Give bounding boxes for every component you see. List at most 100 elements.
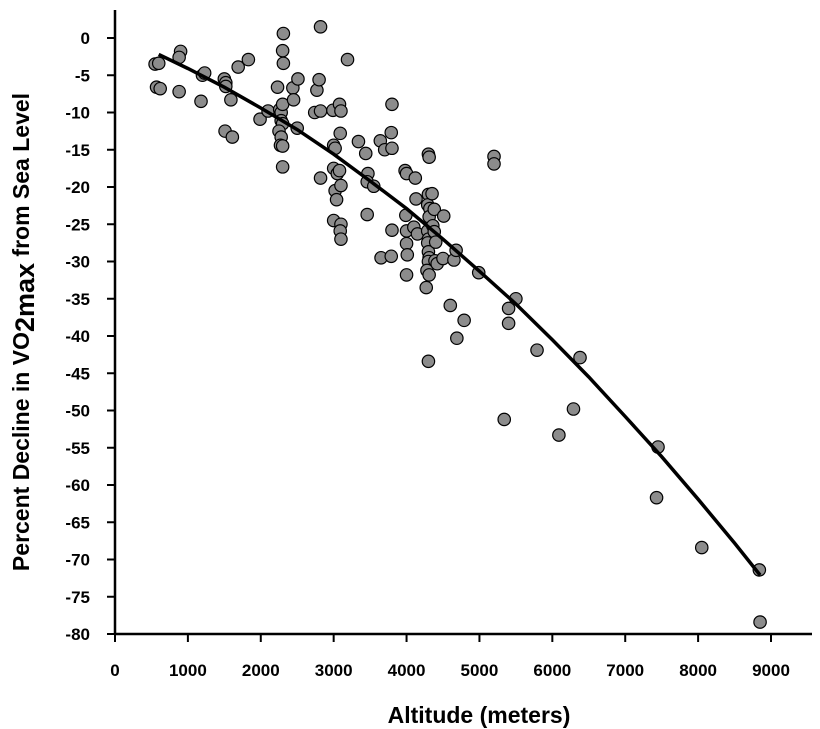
data-point	[552, 428, 566, 442]
data-point	[276, 26, 291, 41]
data-point	[422, 268, 436, 282]
data-point	[172, 84, 186, 99]
data-point	[275, 43, 290, 58]
data-point	[573, 350, 587, 365]
y-tick-label: -65	[65, 513, 90, 532]
data-point	[225, 130, 240, 144]
x-tick-label: 6000	[533, 661, 571, 680]
data-point	[399, 236, 414, 251]
data-point	[334, 104, 348, 118]
y-tick-label: -10	[65, 104, 90, 123]
data-point	[224, 93, 238, 107]
data-point	[501, 301, 516, 316]
data-point	[231, 60, 245, 74]
data-point	[313, 20, 328, 34]
data-point	[425, 186, 439, 201]
data-point	[457, 313, 471, 328]
y-tick-label: 0	[81, 29, 90, 48]
data-point	[340, 52, 355, 67]
data-point	[385, 141, 399, 156]
y-tick-label: -70	[65, 551, 90, 570]
data-point	[422, 150, 436, 164]
y-tick-label: -30	[65, 253, 90, 272]
data-point	[443, 298, 458, 313]
y-axis-title-tail: from Sea Level	[8, 93, 34, 263]
data-point	[151, 56, 166, 71]
data-point	[329, 192, 344, 207]
data-point	[253, 112, 267, 127]
x-axis: 0 1000 2000 3000 4000 5000 6000 7000 8000 9000	[110, 632, 812, 680]
data-point	[291, 72, 305, 86]
data-point	[153, 81, 167, 96]
data-point	[385, 223, 399, 238]
data-point	[450, 331, 464, 346]
data-point	[428, 235, 443, 249]
data-point	[286, 93, 301, 107]
y-tick-label: -75	[65, 588, 90, 607]
y-axis-title: Percent Decline in VO2max from Sea Level	[8, 93, 40, 571]
data-point	[276, 56, 291, 71]
y-tick-label: -25	[65, 215, 90, 234]
x-ticks: 0 1000 2000 3000 4000 5000 6000 7000 8000 9000	[110, 634, 790, 680]
data-point	[694, 540, 709, 555]
x-tick-label: 0	[110, 661, 119, 680]
data-point	[313, 171, 328, 185]
data-points	[148, 20, 767, 629]
data-point	[399, 268, 414, 282]
data-point	[409, 192, 423, 206]
data-point	[753, 615, 767, 629]
data-point	[194, 94, 208, 109]
data-point	[275, 139, 290, 153]
y-axis: 0 -5 -10 -15 -20 -25 -30 -35 -40 -45 -50 -55 -60 -65 -…	[65, 10, 117, 644]
x-tick-label: 2000	[242, 661, 280, 680]
data-point	[501, 316, 516, 331]
data-point	[333, 126, 348, 141]
data-point	[334, 232, 348, 246]
x-axis-title: Altitude (meters)	[388, 702, 571, 728]
x-tick-label: 4000	[388, 661, 426, 680]
x-tick-label: 3000	[315, 661, 353, 680]
x-tick-label: 1000	[169, 661, 207, 680]
y-tick-label: -5	[75, 66, 90, 85]
y-tick-label: -55	[65, 439, 90, 458]
data-point	[530, 343, 544, 357]
data-point	[400, 247, 415, 262]
y-axis-title-subscript: 2max	[10, 263, 40, 332]
y-tick-label: -40	[65, 327, 90, 346]
x-tick-label: 7000	[606, 661, 644, 680]
y-tick-label: -80	[65, 625, 90, 644]
x-tick-label: 5000	[461, 661, 499, 680]
data-point	[312, 72, 326, 87]
data-point	[421, 354, 436, 369]
x-tick-label: 8000	[679, 661, 717, 680]
data-point	[566, 402, 581, 416]
y-tick-label: -60	[65, 476, 90, 495]
data-point	[384, 249, 399, 264]
data-point	[497, 412, 512, 427]
data-point	[358, 146, 373, 161]
y-tick-label: -50	[65, 402, 90, 421]
fit-curve	[157, 52, 762, 577]
data-point	[313, 104, 328, 118]
data-point	[419, 280, 434, 295]
x-tick-label: 9000	[752, 661, 790, 680]
data-point	[427, 202, 442, 217]
data-point	[487, 157, 501, 171]
y-tick-label: -45	[65, 364, 90, 383]
y-tick-label: -15	[65, 141, 90, 160]
y-tick-label: -35	[65, 290, 90, 309]
y-tick-label: -20	[65, 178, 90, 197]
data-point	[332, 163, 347, 178]
data-point	[351, 134, 366, 149]
data-point	[270, 80, 285, 94]
data-point	[241, 52, 256, 67]
data-point	[334, 178, 348, 193]
data-point	[385, 97, 399, 112]
data-point	[408, 171, 423, 185]
data-point	[275, 160, 290, 174]
data-point	[649, 490, 664, 505]
y-ticks: 0 -5 -10 -15 -20 -25 -30 -35 -40 -45 -50 -55 -60 -65 -…	[65, 29, 115, 644]
data-point	[360, 207, 374, 222]
y-axis-title-main: Percent Decline in VO	[8, 332, 34, 571]
